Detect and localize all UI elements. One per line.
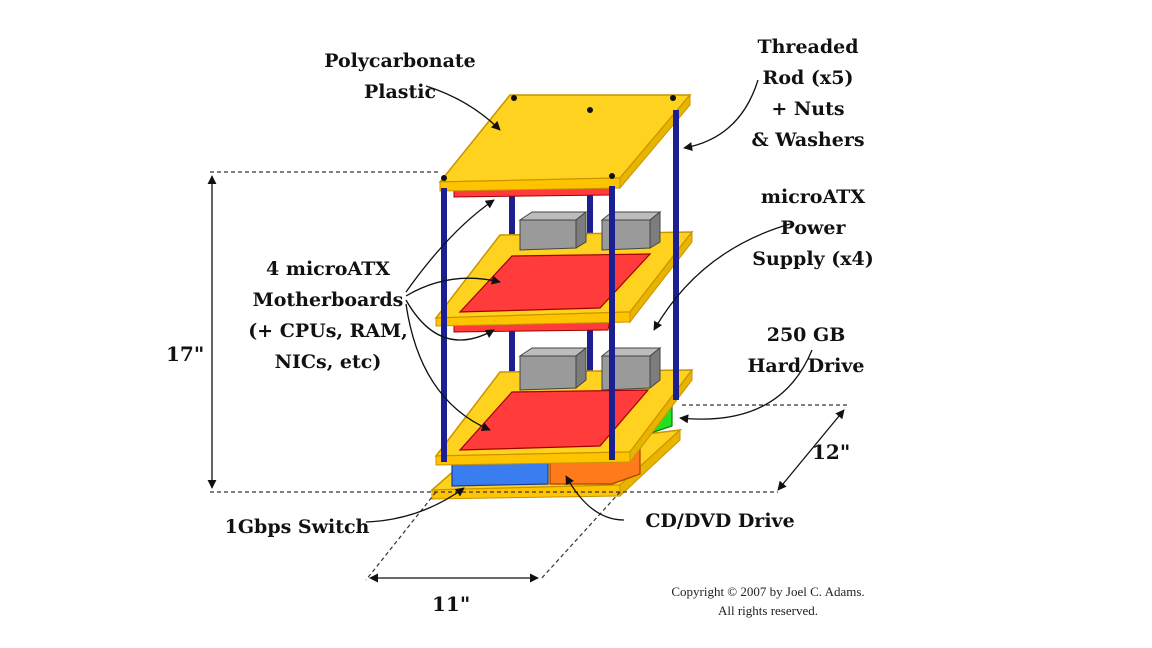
label-threaded-rod: Threaded Rod (x5) + Nuts & Washers (751, 36, 865, 151)
dimension-arrows (207, 175, 845, 583)
label-hard-drive: 250 GB Hard Drive (747, 324, 865, 377)
copyright-notice: Copyright © 2007 by Joel C. Adams. All r… (671, 584, 865, 618)
motherboard-upper (458, 253, 652, 313)
motherboard-lower (458, 389, 650, 451)
dimension-height: 17" (166, 342, 205, 366)
power-supply-lower (518, 346, 662, 391)
callout-arrows (365, 79, 813, 523)
label-power-supply: microATX Power Supply (x4) (752, 186, 874, 270)
dimension-guides (210, 171, 848, 581)
power-supply-upper (518, 210, 662, 251)
top-plate (438, 93, 692, 192)
dimension-depth: 12" (812, 440, 851, 464)
label-motherboards: 4 microATX Motherboards (+ CPUs, RAM, NI… (248, 258, 408, 373)
dimension-width: 11" (432, 592, 471, 616)
label-cd-dvd: CD/DVD Drive (645, 510, 795, 532)
label-polycarbonate: Polycarbonate Plastic (324, 50, 476, 103)
label-switch: 1Gbps Switch (224, 516, 370, 538)
front-rods (441, 110, 679, 462)
